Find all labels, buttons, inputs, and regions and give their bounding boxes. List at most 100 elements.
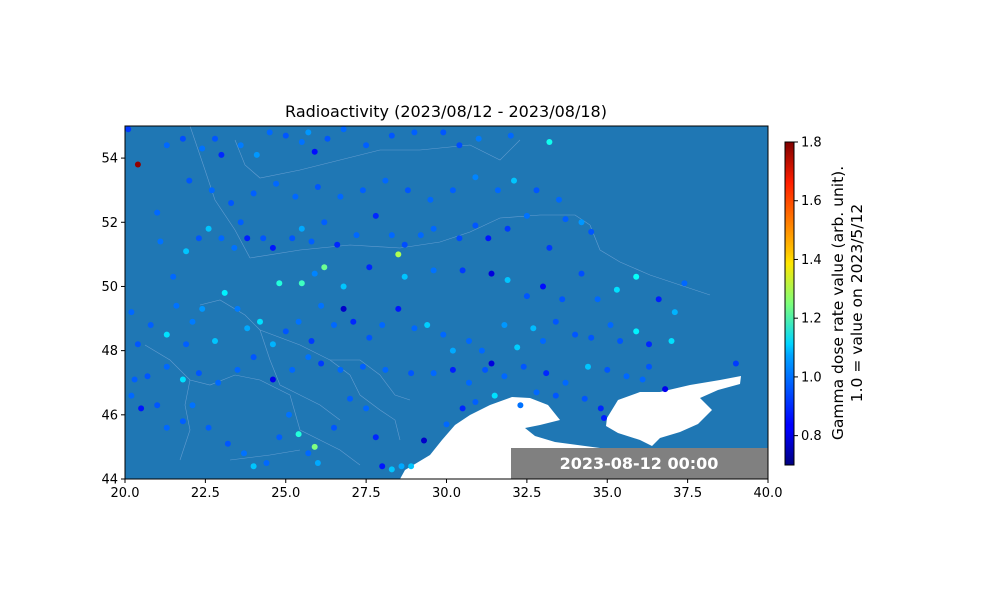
station-point bbox=[131, 376, 138, 383]
station-point bbox=[597, 405, 604, 412]
station-point bbox=[466, 338, 472, 344]
station-point bbox=[154, 402, 161, 409]
station-point bbox=[494, 187, 501, 194]
station-point bbox=[533, 389, 540, 396]
station-point bbox=[382, 177, 389, 184]
station-point bbox=[430, 225, 437, 232]
station-point bbox=[337, 366, 344, 373]
station-point bbox=[282, 132, 289, 139]
station-point bbox=[179, 376, 186, 383]
station-point bbox=[257, 318, 263, 325]
station-point bbox=[530, 325, 537, 332]
station-point bbox=[488, 360, 495, 367]
station-point bbox=[260, 235, 267, 242]
station-point bbox=[546, 139, 553, 145]
station-point bbox=[449, 347, 456, 354]
station-point bbox=[157, 238, 164, 245]
station-point bbox=[475, 135, 482, 142]
station-point bbox=[440, 331, 447, 338]
station-point bbox=[607, 322, 614, 328]
station-point bbox=[379, 322, 386, 328]
station-point bbox=[430, 370, 437, 377]
x-tick-label: 20.0 bbox=[111, 486, 140, 501]
station-point bbox=[501, 373, 508, 380]
station-point bbox=[331, 322, 337, 328]
station-point bbox=[533, 187, 540, 194]
station-point bbox=[183, 248, 190, 255]
station-point bbox=[237, 142, 244, 149]
station-point bbox=[298, 280, 305, 287]
station-point bbox=[266, 129, 273, 136]
station-point bbox=[154, 209, 161, 216]
station-point bbox=[250, 354, 257, 361]
station-point bbox=[212, 338, 218, 344]
station-point bbox=[305, 450, 312, 457]
station-point bbox=[411, 325, 418, 332]
station-point bbox=[388, 466, 395, 473]
x-tick-label: 22.5 bbox=[191, 486, 220, 501]
timestamp-box bbox=[511, 448, 768, 479]
station-point bbox=[655, 296, 662, 303]
station-point bbox=[408, 463, 415, 470]
station-point bbox=[507, 132, 514, 139]
station-point bbox=[308, 338, 315, 344]
station-point bbox=[662, 386, 669, 393]
station-point bbox=[601, 415, 607, 421]
station-point bbox=[237, 219, 244, 226]
station-point bbox=[588, 228, 595, 235]
station-point bbox=[269, 244, 276, 251]
station-point bbox=[276, 280, 283, 287]
station-point bbox=[504, 225, 511, 232]
colorbar-tick-label: 1.8 bbox=[801, 136, 822, 151]
station-point bbox=[417, 232, 424, 239]
chart-title: Radioactivity (2023/08/12 - 2023/08/18) bbox=[285, 102, 607, 121]
station-point bbox=[340, 305, 347, 312]
station-point bbox=[491, 392, 498, 399]
station-point bbox=[359, 363, 366, 370]
colorbar-tick-label: 1.6 bbox=[801, 194, 822, 209]
x-tick-label: 27.5 bbox=[352, 486, 381, 501]
colorbar-tick-label: 0.8 bbox=[801, 429, 822, 444]
map-axes: 2023-08-12 00:00 20.0 22.5 25.0 27.5 30.0 32.… bbox=[101, 125, 782, 501]
colorbar-tick-label: 1.4 bbox=[801, 253, 822, 268]
station-point bbox=[430, 267, 437, 274]
station-point bbox=[424, 322, 431, 328]
station-point bbox=[314, 460, 321, 466]
station-point bbox=[350, 318, 357, 325]
station-point bbox=[581, 395, 588, 402]
station-point bbox=[517, 402, 524, 409]
station-point bbox=[511, 177, 517, 184]
station-point bbox=[331, 424, 337, 431]
station-point bbox=[523, 293, 530, 300]
station-point bbox=[523, 212, 530, 219]
station-point bbox=[170, 273, 177, 280]
station-point bbox=[228, 200, 235, 206]
station-point bbox=[311, 148, 318, 155]
station-point bbox=[298, 225, 305, 232]
colorbar: 0.8 1.0 1.2 1.4 1.6 1.8 Gamma dose rate value… bbox=[784, 136, 866, 466]
station-point bbox=[334, 241, 341, 248]
station-point bbox=[215, 379, 222, 386]
station-point bbox=[314, 184, 321, 190]
station-point bbox=[646, 363, 652, 370]
y-tick-label: 54 bbox=[101, 152, 118, 167]
station-point bbox=[459, 267, 466, 274]
station-point bbox=[379, 463, 386, 470]
station-point bbox=[401, 273, 408, 280]
station-point bbox=[250, 463, 257, 470]
station-point bbox=[183, 341, 190, 348]
station-point bbox=[199, 145, 206, 152]
station-point bbox=[588, 334, 595, 341]
station-point bbox=[427, 196, 434, 203]
station-point bbox=[286, 411, 292, 418]
station-point bbox=[134, 341, 141, 348]
station-point bbox=[144, 373, 151, 380]
station-point bbox=[163, 142, 170, 149]
station-point bbox=[134, 161, 141, 168]
station-point bbox=[585, 363, 591, 370]
station-point bbox=[311, 270, 318, 277]
station-point bbox=[562, 379, 569, 386]
station-point bbox=[128, 392, 135, 399]
station-point bbox=[440, 129, 447, 136]
y-tick-label: 46 bbox=[101, 408, 118, 423]
